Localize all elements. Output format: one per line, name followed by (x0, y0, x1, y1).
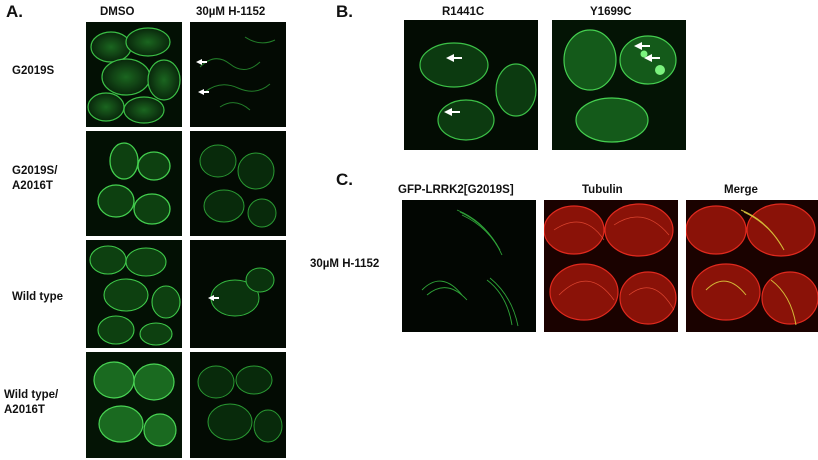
panel-a-letter: A. (6, 2, 23, 21)
panel-c-header-tubulin: Tubulin (582, 184, 623, 196)
panel-a-col-header-h1152: 30µM H-1152 (196, 6, 266, 18)
micrograph-a-wild-type-a2016t-dmso (86, 352, 182, 458)
micrograph-a-g2019s-a2016t-h1152 (190, 131, 286, 236)
panel-a-row-label-wild-type-a2016t: Wild type/ A2016T (4, 389, 59, 416)
panel-a-col-header-dmso: DMSO (100, 6, 135, 18)
micrograph-a-wild-type-dmso (86, 240, 182, 348)
micrograph-b-r1441c (404, 20, 538, 150)
panel-b-header-y1699c: Y1699C (590, 6, 632, 18)
panel-c-letter: C. (336, 170, 353, 189)
micrograph-c-merge (686, 200, 818, 332)
micrograph-a-wild-type-a2016t-h1152 (190, 352, 286, 458)
panel-a-row-label-wild-type: Wild type (12, 291, 64, 303)
micrograph-c-gfp-lrrk2 (402, 200, 536, 332)
panel-a-row-label-g2019s-a2016t: G2019S/ A2016T (12, 165, 58, 192)
panel-c-row-label: 30µM H-1152 (310, 258, 380, 270)
micrograph-a-g2019s-h1152 (190, 22, 286, 127)
panel-c-header-merge: Merge (724, 184, 758, 196)
micrograph-b-y1699c (552, 20, 686, 150)
panel-a-row-label-g2019s: G2019S (12, 65, 55, 77)
micrograph-a-wild-type-h1152 (190, 240, 286, 348)
panel-b-letter: B. (336, 2, 353, 21)
panel-c-header-gfp: GFP-LRRK2[G2019S] (398, 184, 514, 196)
micrograph-a-g2019s-a2016t-dmso (86, 131, 182, 236)
panel-b-header-r1441c: R1441C (442, 6, 485, 18)
micrograph-a-g2019s-dmso (86, 22, 182, 127)
micrograph-c-tubulin (544, 200, 678, 332)
